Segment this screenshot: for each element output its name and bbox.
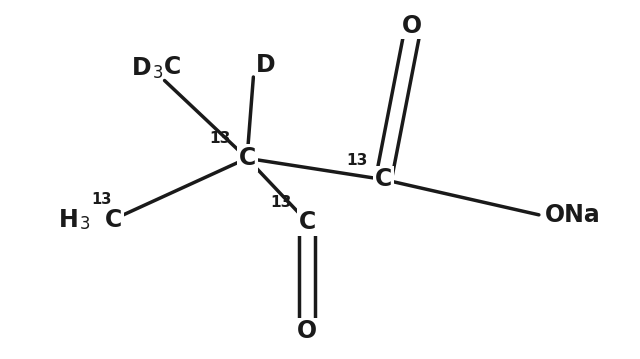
Text: 13: 13 (270, 195, 291, 210)
Text: 13: 13 (210, 131, 231, 146)
Text: O: O (297, 320, 317, 344)
Text: 13: 13 (346, 153, 367, 168)
Text: C: C (105, 208, 122, 232)
Text: C: C (299, 210, 316, 234)
Text: H: H (59, 208, 79, 232)
Text: C: C (375, 168, 392, 191)
Text: $_3$: $_3$ (79, 208, 90, 232)
Text: C: C (239, 146, 255, 170)
Text: O: O (402, 14, 422, 38)
Text: D: D (132, 56, 152, 80)
Text: 13: 13 (91, 192, 111, 208)
Text: $_3$C: $_3$C (152, 55, 181, 81)
Text: D: D (256, 53, 276, 76)
Text: ONa: ONa (545, 203, 601, 227)
